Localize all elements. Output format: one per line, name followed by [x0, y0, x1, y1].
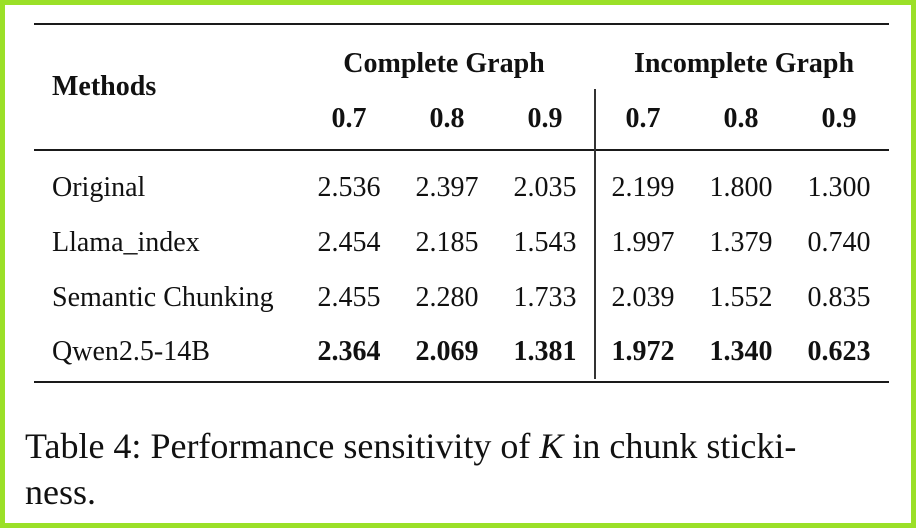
table-cell: 2.035	[505, 173, 585, 203]
methods-header: Methods	[52, 72, 156, 102]
group-header-complete: Complete Graph	[314, 49, 574, 79]
caption-variable: K	[539, 426, 563, 466]
table-cell: 2.455	[309, 283, 389, 313]
table-cell: 1.997	[603, 228, 683, 258]
table-cell: 2.069	[407, 337, 487, 367]
bottom-rule	[34, 381, 889, 383]
group-header-incomplete: Incomplete Graph	[609, 49, 879, 79]
table-cell: 0.623	[799, 337, 879, 367]
table-cell: 2.185	[407, 228, 487, 258]
table-caption: Table 4: Performance sensitivity of K in…	[25, 423, 897, 515]
method-name: Original	[52, 173, 145, 203]
table-cell: 0.740	[799, 228, 879, 258]
table-cell: 1.543	[505, 228, 585, 258]
table-cell: 2.280	[407, 283, 487, 313]
table-cell: 1.340	[701, 337, 781, 367]
method-name: Llama_index	[52, 228, 200, 258]
table-cell: 0.835	[799, 283, 879, 313]
caption-suffix: in chunk sticki-	[563, 426, 796, 466]
group-divider	[594, 89, 596, 379]
caption-prefix: Table 4: Performance sensitivity of	[25, 426, 539, 466]
k-header: 0.8	[407, 104, 487, 134]
table-cell: 2.536	[309, 173, 389, 203]
k-header: 0.7	[309, 104, 389, 134]
table-cell: 2.364	[309, 337, 389, 367]
caption-line2: ness.	[25, 472, 96, 512]
table-cell: 2.199	[603, 173, 683, 203]
table-cell: 1.381	[505, 337, 585, 367]
header-rule	[34, 149, 889, 151]
table-cell: 2.454	[309, 228, 389, 258]
k-header: 0.8	[701, 104, 781, 134]
k-header: 0.7	[603, 104, 683, 134]
table-cell: 1.972	[603, 337, 683, 367]
k-header: 0.9	[505, 104, 585, 134]
method-name: Semantic Chunking	[52, 283, 274, 313]
table-cell: 1.800	[701, 173, 781, 203]
table-cell: 1.733	[505, 283, 585, 313]
top-rule	[34, 23, 889, 25]
table-cell: 1.300	[799, 173, 879, 203]
table-cell: 1.379	[701, 228, 781, 258]
table-cell: 2.039	[603, 283, 683, 313]
table-cell: 1.552	[701, 283, 781, 313]
method-name: Qwen2.5-14B	[52, 337, 210, 367]
table-cell: 2.397	[407, 173, 487, 203]
k-header: 0.9	[799, 104, 879, 134]
